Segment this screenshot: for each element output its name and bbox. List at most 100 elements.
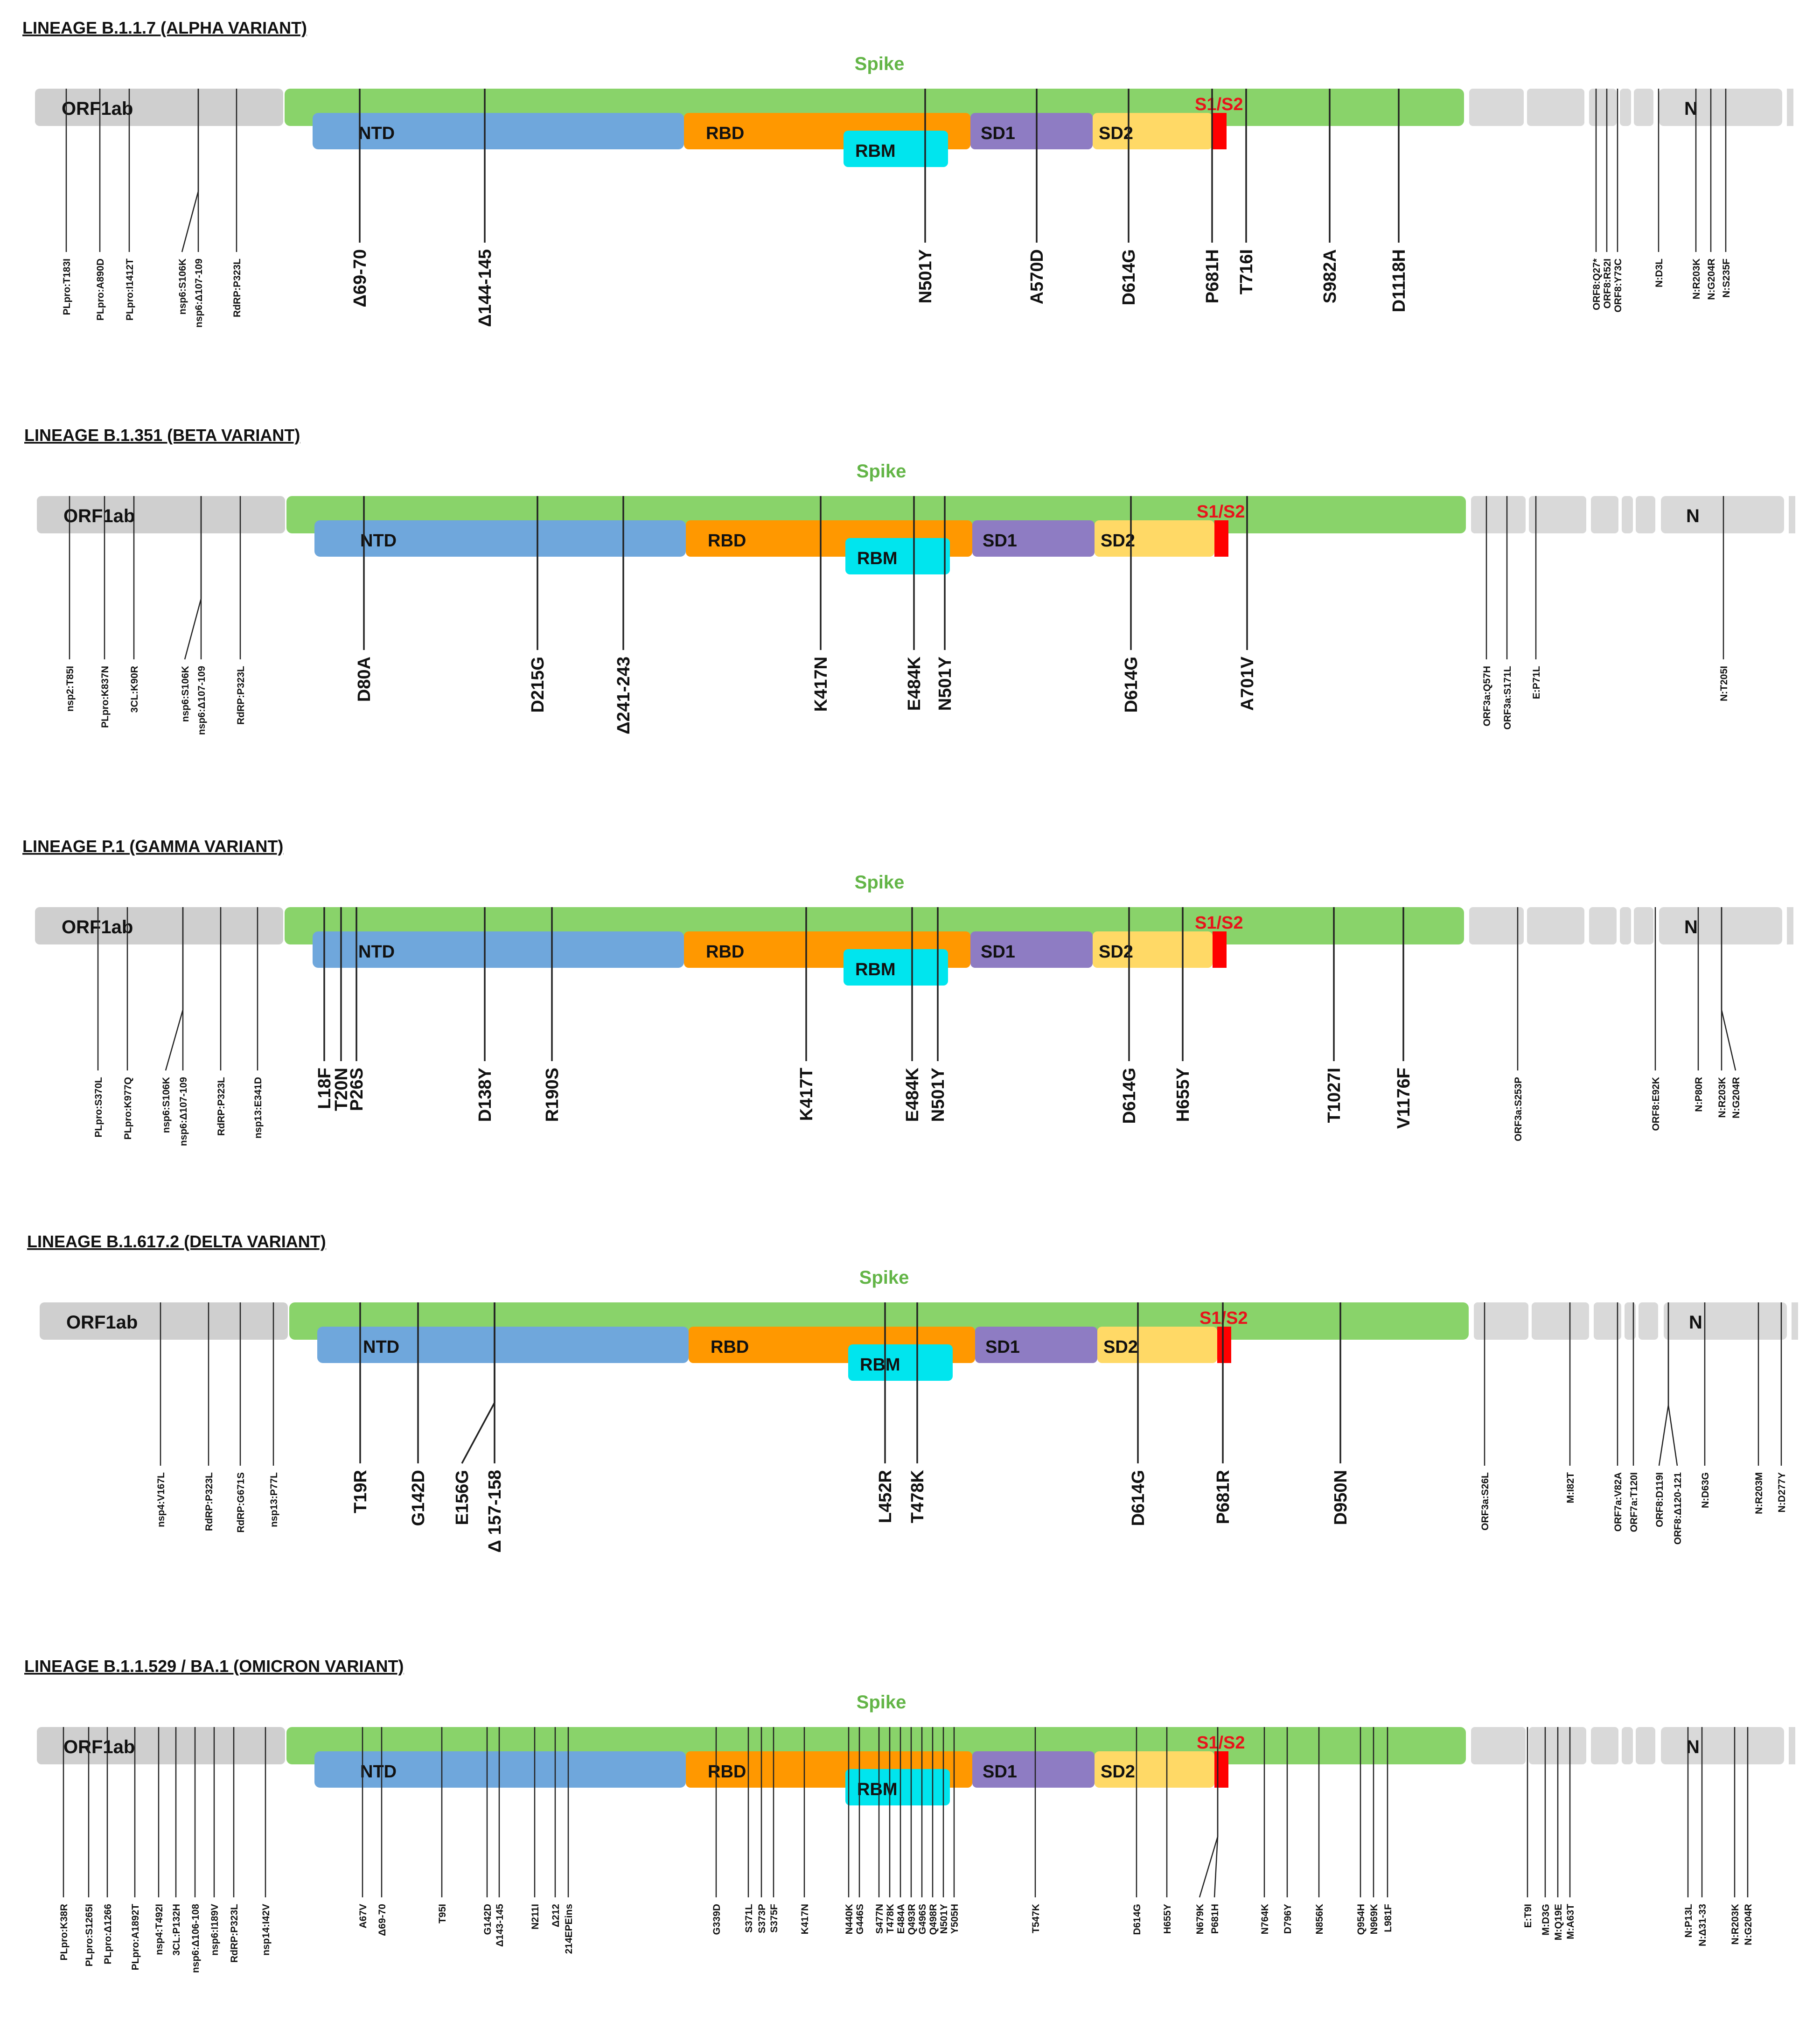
sd2-domain [1095, 520, 1214, 557]
mutation-label: nsp6:Δ107-109 [196, 666, 207, 735]
mutation-label: Δ212 [551, 1904, 561, 1927]
s1s2-cleavage-site [1213, 931, 1227, 968]
ntd-domain [314, 1751, 686, 1788]
spike-label: Spike [859, 1267, 909, 1288]
mutation-label: T95I [437, 1904, 448, 1923]
mutation-label: M:A63T [1565, 1904, 1576, 1939]
ntd-domain [313, 113, 684, 149]
sd1-domain [970, 931, 1093, 968]
mutation-label: N:R203M [1754, 1472, 1764, 1514]
mutation-label: nsp14:I42V [261, 1904, 272, 1956]
mutation-label: D215G [528, 657, 548, 713]
mutation-label: D614G [1119, 249, 1139, 305]
n-gene-label: N [1689, 1312, 1702, 1333]
mutation-label: RdRP:P323L [232, 259, 243, 317]
mutation-label: S373P [757, 1904, 767, 1933]
mutation-label: P681R [1213, 1470, 1233, 1524]
accessory-gene-block [1471, 496, 1526, 533]
accessory-gene-block [1474, 1302, 1528, 1340]
rbd-label: RBD [706, 942, 744, 962]
mutation-line [1721, 907, 1736, 1071]
mutation-label: Δ 157-158 [485, 1470, 505, 1552]
panel-title: LINEAGE B.1.617.2 (DELTA VARIANT) [27, 1232, 326, 1251]
orf1ab-bar [35, 89, 283, 126]
mutation-label: S371L [744, 1904, 754, 1933]
mutation-label: D614G [1129, 1470, 1148, 1526]
mutation-label: D80A [355, 657, 374, 702]
accessory-gene-block [1591, 496, 1618, 533]
rbm-domain [845, 538, 950, 574]
mutation-label: E484K [903, 1067, 922, 1122]
mutation-label: T1027I [1325, 1068, 1344, 1123]
mutation-label: N:G204R [1706, 259, 1717, 300]
sd1-label: SD1 [983, 1762, 1017, 1782]
mutation-label: S477N [874, 1904, 885, 1934]
mutation-line [1667, 1302, 1678, 1466]
accessory-gene-block [1625, 1302, 1636, 1340]
mutation-label: N679K [1195, 1904, 1206, 1934]
mutation-label: V1176F [1394, 1068, 1414, 1129]
mutation-label: E:T9I [1523, 1904, 1534, 1928]
n-gene-label: N [1684, 917, 1698, 937]
mutation-label: L452R [876, 1470, 895, 1523]
mutation-label: Δ144-145 [475, 249, 495, 327]
panel-title: LINEAGE B.1.351 (BETA VARIANT) [24, 426, 300, 445]
mutation-label: N:G204R [1731, 1077, 1742, 1119]
orf1ab-label: ORF1ab [66, 1312, 138, 1333]
mutation-label: nsp6:S106K [177, 259, 188, 315]
s1s2-label: S1/S2 [1195, 95, 1243, 114]
mutation-label: nsp4:T492I [154, 1904, 165, 1955]
mutation-label: RdRP:G671S [236, 1472, 246, 1533]
variant-panel: LINEAGE B.1.1.7 (ALPHA VARIANT) Spike ORF1… [22, 18, 1793, 328]
accessory-gene-block [1787, 89, 1793, 126]
accessory-gene-block [1620, 907, 1631, 944]
mutation-label: PLpro:K837N [100, 666, 111, 728]
mutation-label: ORF3a:Q57H [1482, 666, 1492, 727]
sd1-label: SD1 [983, 531, 1017, 551]
mutation-label: PLpro:K977Q [123, 1077, 133, 1140]
mutation-label: T716I [1237, 249, 1256, 294]
mutation-label: ORF8:D119I [1654, 1472, 1665, 1527]
orf1ab-label: ORF1ab [62, 917, 133, 937]
mutation-label: nsp4:V167L [156, 1472, 167, 1527]
rbd-label: RBD [711, 1337, 749, 1357]
n-gene-label: N [1686, 506, 1700, 526]
mutation-label: nsp6:S106K [161, 1077, 172, 1133]
mutation-label: nsp6:Δ106-108 [190, 1904, 201, 1973]
mutation-label: nsp6:S106K [180, 666, 191, 722]
mutation-label: D1118H [1389, 249, 1409, 312]
mutation-label: D138Y [475, 1068, 495, 1122]
sd2-label: SD2 [1101, 1762, 1135, 1782]
rbm-label: RBM [857, 549, 898, 568]
n-gene-bar [1659, 89, 1782, 126]
accessory-gene-block [1636, 496, 1655, 533]
mutation-label: ORF7a:T120I [1629, 1472, 1639, 1532]
orf1ab-label: ORF1ab [63, 1737, 135, 1757]
mutation-label: RdRP:P323L [229, 1904, 240, 1963]
mutation-label: N:R203K [1691, 259, 1702, 300]
ntd-domain [317, 1327, 689, 1363]
mutation-label: T19R [351, 1470, 370, 1513]
sd2-domain [1097, 1327, 1217, 1363]
mutation-label: RdRP:P323L [216, 1077, 227, 1136]
sd1-domain [970, 113, 1093, 149]
mutation-label: RdRP:P323L [236, 666, 246, 725]
ntd-label: NTD [358, 942, 395, 962]
mutation-label: 3CL:K90R [129, 666, 140, 713]
mutation-label: N856K [1314, 1904, 1325, 1934]
variant-panel: LINEAGE P.1 (GAMMA VARIANT) Spike ORF1ab N N… [22, 837, 1793, 1146]
s1s2-label: S1/S2 [1195, 913, 1243, 933]
sd2-domain [1093, 113, 1213, 149]
mutation-label: PLpro:Δ1266 [103, 1904, 113, 1964]
mutation-label: T478K [908, 1469, 927, 1523]
accessory-gene-block [1787, 907, 1793, 944]
sd1-label: SD1 [981, 942, 1015, 962]
orf1ab-bar [40, 1302, 288, 1340]
mutation-label: E484K [905, 656, 924, 711]
orf1ab-label: ORF1ab [63, 506, 135, 526]
mutation-label: A701V [1238, 656, 1257, 711]
mutation-label: 3CL:P132H [171, 1904, 182, 1956]
mutation-line [1213, 1727, 1219, 1898]
accessory-gene-block [1589, 89, 1617, 126]
accessory-gene-block [1620, 89, 1631, 126]
